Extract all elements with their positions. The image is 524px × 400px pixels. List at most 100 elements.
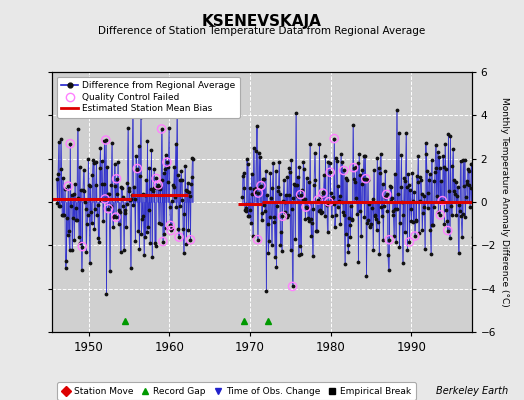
Point [115,206,124,213]
Point [301,216,310,222]
Point [168,224,176,231]
Point [357,180,366,187]
Point [287,157,296,164]
Point [388,208,397,214]
Point [82,249,91,255]
Point [94,235,103,242]
Point [112,214,120,220]
Point [278,248,286,254]
Point [94,201,102,208]
Point [54,138,63,145]
Point [184,227,193,234]
Point [440,164,448,170]
Point [91,206,99,212]
Point [154,182,162,188]
Point [320,172,329,178]
Point [143,228,151,235]
Point [133,167,141,173]
Point [294,252,303,259]
Point [78,243,86,250]
Point [87,209,95,215]
Point [127,196,136,202]
Point [335,197,343,204]
Point [128,104,137,110]
Legend: Station Move, Record Gap, Time of Obs. Change, Empirical Break: Station Move, Record Gap, Time of Obs. C… [57,382,416,400]
Point [297,192,305,198]
Point [114,220,123,227]
Point [392,239,400,245]
Point [159,238,167,245]
Point [102,291,111,297]
Point [161,166,169,172]
Point [436,212,444,218]
Point [289,194,298,201]
Point [171,141,180,147]
Point [183,180,192,187]
Point [443,227,452,234]
Point [75,164,84,170]
Point [257,182,265,189]
Point [405,239,413,245]
Point [325,198,333,205]
Point [274,188,282,194]
Point [119,203,127,210]
Point [272,264,281,270]
Point [352,195,360,201]
Point [268,242,276,248]
Point [256,184,264,190]
Text: KSENEVSKAJA: KSENEVSKAJA [202,14,322,29]
Point [357,233,365,239]
Point [151,240,159,246]
Point [443,227,452,234]
Point [174,226,182,232]
Point [157,126,166,132]
Point [264,250,272,256]
Point [111,161,119,167]
Point [112,214,120,220]
Point [242,208,250,214]
Point [273,203,281,210]
Point [123,180,132,186]
Point [260,176,268,182]
Point [392,107,401,113]
Point [118,185,126,191]
Point [411,233,419,239]
Point [425,176,433,183]
Point [337,151,345,157]
Point [454,250,463,256]
Point [186,236,194,243]
Point [401,178,410,184]
Point [444,131,453,138]
Point [278,213,287,220]
Point [125,185,134,191]
Point [102,137,110,143]
Point [104,191,112,198]
Point [117,184,125,190]
Point [359,153,368,159]
Point [255,150,263,156]
Point [129,202,137,208]
Point [186,236,194,243]
Point [90,160,98,166]
Point [162,225,170,231]
Point [471,232,479,239]
Point [336,220,344,227]
Point [61,186,69,192]
Point [267,195,275,202]
Point [183,188,191,194]
Point [308,219,316,226]
Point [350,164,358,171]
Point [248,190,256,197]
Point [274,184,282,190]
Point [428,222,436,228]
Point [457,212,465,219]
Point [311,177,320,184]
Point [126,197,134,204]
Point [405,239,413,245]
Point [154,182,162,188]
Point [97,197,105,204]
Point [169,184,178,191]
Point [324,159,332,166]
Point [161,152,170,158]
Point [121,210,129,216]
